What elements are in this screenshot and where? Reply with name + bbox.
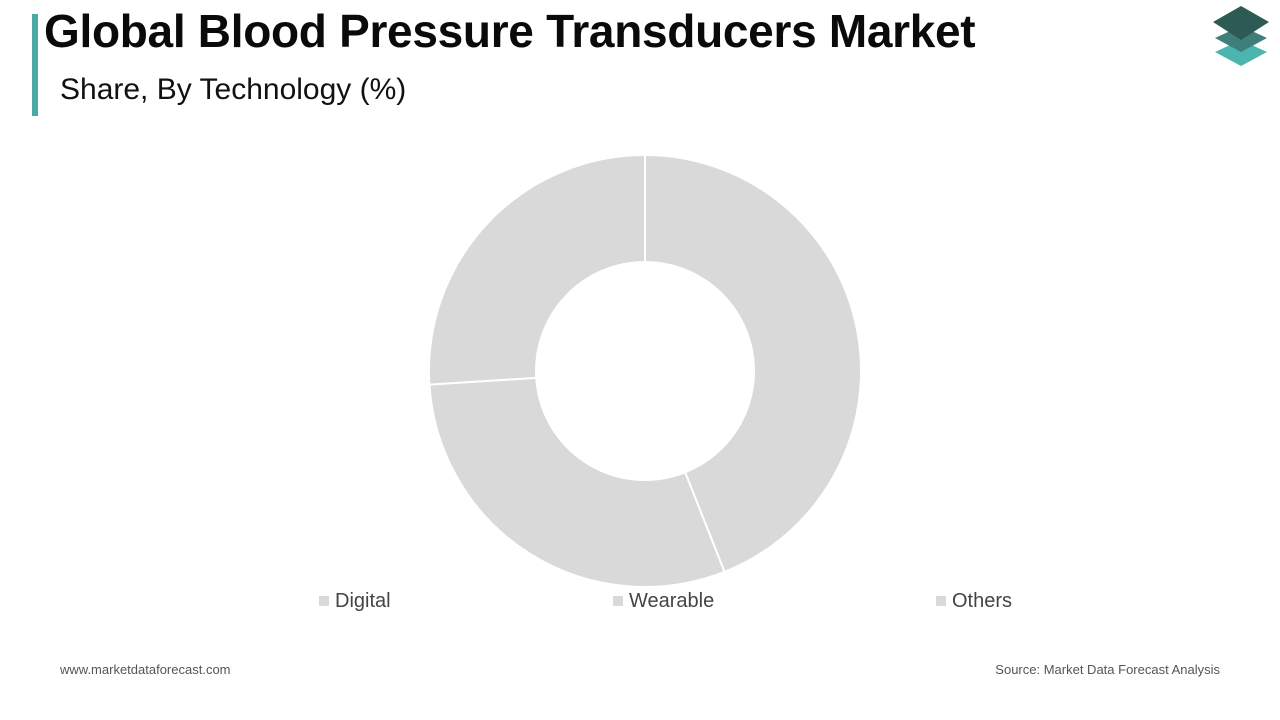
- footer-source: Source: Market Data Forecast Analysis: [995, 662, 1220, 677]
- page-title: Global Blood Pressure Transducers Market: [44, 5, 976, 57]
- donut-slice-others: [428, 153, 646, 386]
- logo-layer-top: [1213, 6, 1269, 40]
- legend-swatch-others: [936, 596, 946, 606]
- footer-website: www.marketdataforecast.com: [60, 662, 231, 677]
- chart-subtitle: Share, By Technology (%): [60, 73, 407, 106]
- company-logo-icon: [1213, 6, 1269, 66]
- legend-item-digital: Digital: [319, 588, 391, 614]
- logo-layer-bottom: [1215, 40, 1267, 66]
- legend-label-others: Others: [952, 589, 1013, 612]
- donut-slices: [428, 153, 862, 588]
- donut-slice-wearable: [428, 376, 726, 588]
- title-accent-bar: [32, 14, 38, 116]
- legend-swatch-digital: [319, 596, 329, 606]
- legend-label-digital: Digital: [335, 589, 391, 612]
- legend-label-wearable: Wearable: [629, 589, 715, 612]
- legend-swatch-wearable: [613, 596, 623, 606]
- legend-item-others: Others: [936, 588, 1012, 614]
- legend-item-wearable: Wearable: [613, 588, 714, 614]
- donut-slice-digital: [644, 153, 862, 574]
